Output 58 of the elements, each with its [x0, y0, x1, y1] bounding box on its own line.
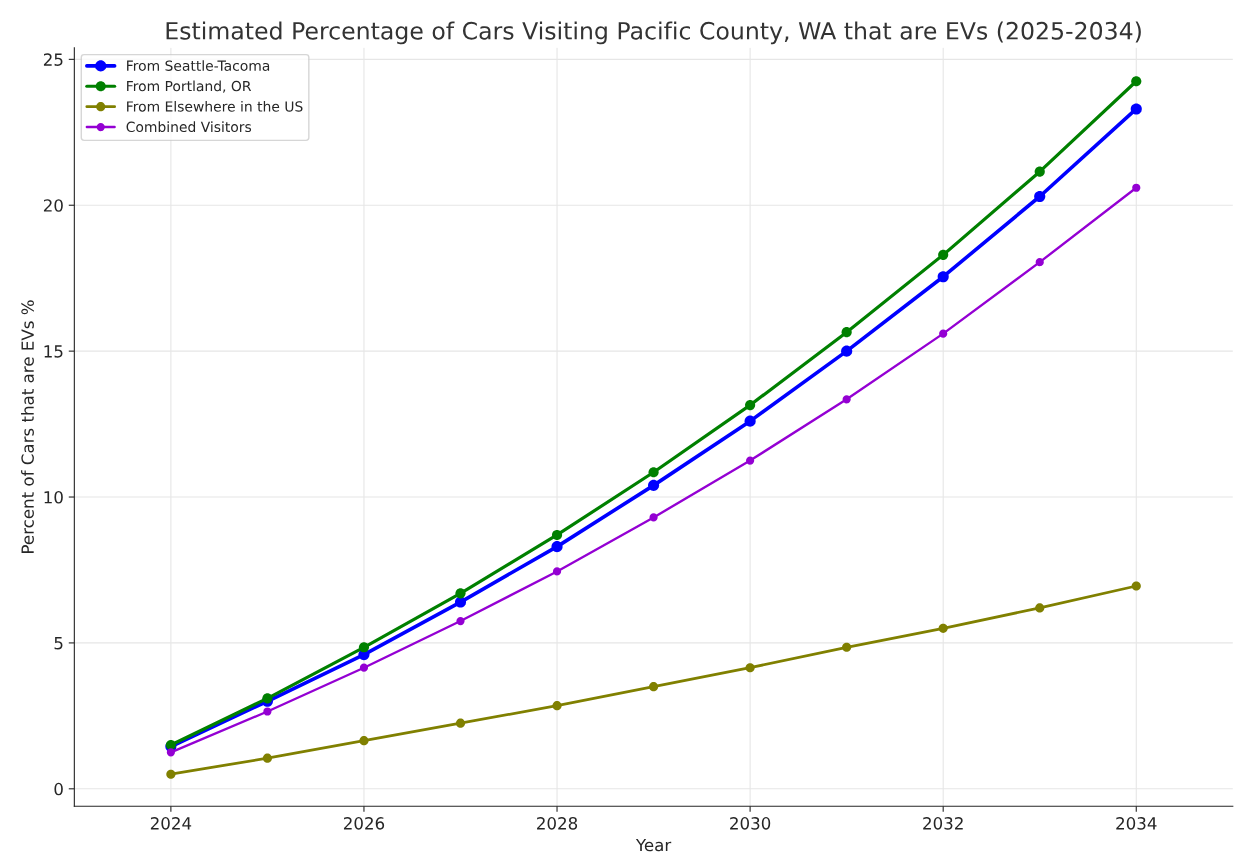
point — [745, 400, 756, 411]
point — [744, 415, 756, 427]
point — [1034, 190, 1046, 203]
x-tick-label: 2028 — [537, 817, 578, 830]
point — [1035, 258, 1044, 267]
point — [455, 588, 466, 599]
x-tick-label: 2032 — [923, 817, 963, 830]
y-tick-label: 15 — [44, 345, 63, 358]
point — [649, 513, 658, 522]
legend-label: From Portland, OR — [127, 80, 252, 93]
x-tick-label: 2034 — [1116, 817, 1157, 830]
point — [1130, 103, 1142, 115]
point — [1035, 603, 1045, 613]
point — [1132, 183, 1141, 192]
point — [552, 567, 562, 576]
point — [456, 616, 465, 626]
y-tick-label: 10 — [44, 490, 63, 504]
x-tick-label: 2026 — [343, 817, 385, 830]
point — [842, 642, 852, 652]
point — [358, 642, 370, 653]
point — [359, 663, 369, 672]
legend-label: Combined Visitors — [126, 121, 252, 133]
y-tick-label: 0 — [54, 782, 63, 796]
x-tick-label: 2030 — [730, 817, 771, 830]
point — [938, 249, 949, 260]
point — [1131, 76, 1142, 87]
point — [454, 596, 467, 608]
point — [359, 736, 369, 746]
y-tick-label: 5 — [54, 637, 63, 650]
x-axis-title: Year — [635, 838, 672, 852]
point — [746, 456, 755, 465]
point — [842, 395, 851, 404]
point — [938, 623, 948, 633]
point — [262, 753, 272, 763]
y-tick-label: 25 — [43, 53, 63, 66]
point — [552, 701, 562, 711]
point — [841, 327, 852, 338]
point — [939, 329, 948, 338]
point — [745, 663, 755, 673]
point — [166, 748, 175, 757]
point — [166, 769, 176, 779]
y-axis-title: Percent of Cars that are EVs % — [21, 300, 34, 553]
point — [1131, 581, 1141, 591]
y-tick-label: 20 — [43, 199, 63, 212]
point — [937, 271, 949, 283]
point — [648, 682, 659, 692]
point — [1034, 166, 1045, 177]
legend-label: From Seattle-Tacoma — [127, 60, 270, 71]
point — [455, 718, 466, 728]
point — [263, 707, 272, 716]
point — [648, 479, 660, 491]
legend-label: From Elsewhere in the US — [127, 100, 303, 112]
point — [841, 345, 853, 357]
point — [551, 529, 563, 541]
chart-title: Estimated Percentage of Cars Visiting Pacific County, WA that are EVs (2025-2034) — [166, 21, 1141, 45]
x-tick-label: 2024 — [150, 817, 192, 830]
point — [551, 541, 563, 553]
point — [648, 467, 659, 478]
